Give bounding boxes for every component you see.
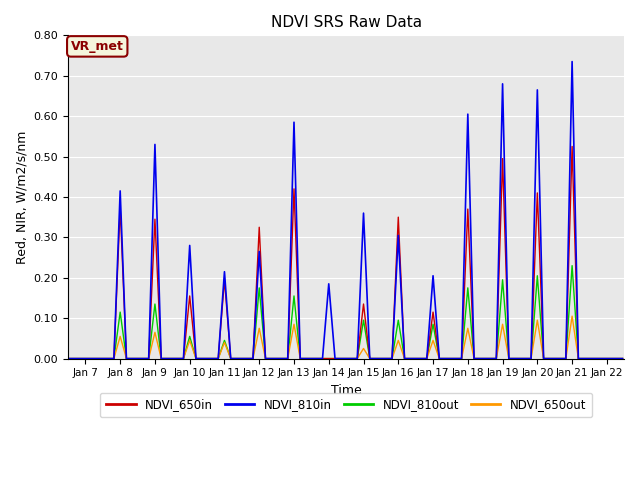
NDVI_810in — [568, 59, 576, 64]
NDVI_650out — [568, 313, 576, 319]
Line: NDVI_810in: NDVI_810in — [70, 61, 623, 359]
NDVI_810in — [401, 356, 408, 361]
NDVI_650out — [309, 356, 317, 361]
NDVI_810out — [394, 317, 402, 323]
X-axis label: Time: Time — [331, 384, 362, 397]
NDVI_650in — [401, 356, 408, 361]
NDVI_810in — [423, 356, 431, 361]
NDVI_650out — [552, 356, 560, 361]
NDVI_650in — [552, 356, 560, 361]
Text: VR_met: VR_met — [71, 40, 124, 53]
NDVI_650in — [619, 356, 627, 361]
NDVI_810out — [66, 356, 74, 361]
NDVI_810out — [423, 356, 431, 361]
NDVI_810in — [552, 356, 560, 361]
NDVI_650in — [309, 356, 317, 361]
NDVI_810in — [445, 356, 452, 361]
Line: NDVI_810out: NDVI_810out — [70, 265, 623, 359]
NDVI_650out — [394, 337, 402, 343]
NDVI_650out — [619, 356, 627, 361]
NDVI_810out — [401, 356, 408, 361]
NDVI_650out — [401, 356, 408, 361]
NDVI_650in — [568, 144, 576, 149]
Legend: NDVI_650in, NDVI_810in, NDVI_810out, NDVI_650out: NDVI_650in, NDVI_810in, NDVI_810out, NDV… — [100, 393, 592, 417]
NDVI_810in — [619, 356, 627, 361]
NDVI_650out — [445, 356, 452, 361]
NDVI_810out — [309, 356, 317, 361]
Y-axis label: Red, NIR, W/m2/s/nm: Red, NIR, W/m2/s/nm — [15, 130, 28, 264]
NDVI_810out — [619, 356, 627, 361]
NDVI_650in — [394, 214, 402, 220]
NDVI_810in — [66, 356, 74, 361]
NDVI_650out — [423, 356, 431, 361]
NDVI_810in — [394, 232, 402, 238]
NDVI_650out — [66, 356, 74, 361]
Line: NDVI_650in: NDVI_650in — [70, 146, 623, 359]
NDVI_650in — [423, 356, 431, 361]
NDVI_810out — [552, 356, 560, 361]
NDVI_810out — [568, 263, 576, 268]
NDVI_650in — [66, 356, 74, 361]
Title: NDVI SRS Raw Data: NDVI SRS Raw Data — [271, 15, 422, 30]
NDVI_810in — [309, 356, 317, 361]
NDVI_810out — [445, 356, 452, 361]
Line: NDVI_650out: NDVI_650out — [70, 316, 623, 359]
NDVI_650in — [445, 356, 452, 361]
